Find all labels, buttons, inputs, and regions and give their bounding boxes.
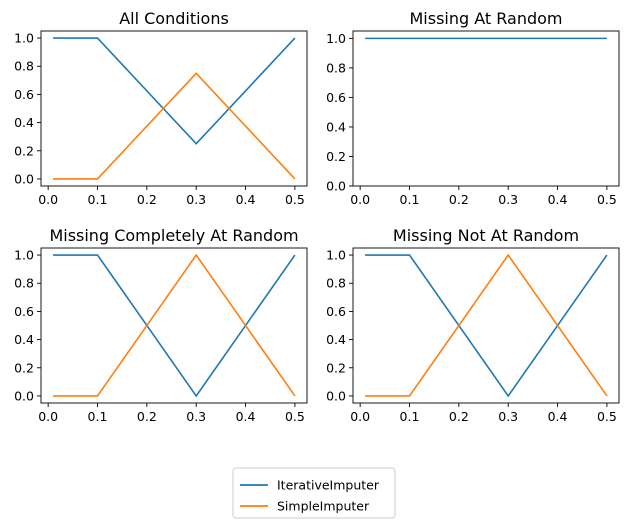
y-tick-label: 0.6 [14, 87, 34, 102]
y-tick-label: 0.8 [326, 276, 346, 291]
series-line-simpleimputer [53, 72, 296, 180]
legend-frame [232, 467, 396, 519]
y-tick-label: 0.6 [326, 90, 346, 105]
x-tick-label: 0.5 [597, 409, 617, 424]
series-group [53, 37, 296, 180]
x-tick-label: 0.2 [449, 192, 469, 207]
x-tick-label: 0.1 [400, 409, 420, 424]
x-tick-label: 0.4 [548, 192, 568, 207]
subplot-title: Missing At Random [409, 9, 562, 28]
x-tick-label: 0.0 [350, 409, 370, 424]
y-tick-label: 0.4 [14, 115, 34, 130]
y-tick-label: 0.4 [326, 332, 346, 347]
x-tick-label: 0.5 [597, 192, 617, 207]
x-tick-label: 0.3 [498, 409, 518, 424]
x-tick-label: 0.3 [186, 409, 206, 424]
subplot-all-conditions: All Conditions 0.0 0.1 0.2 0.3 0.4 0.5 0.0 0.2 0.… [14, 9, 308, 207]
y-tick-label: 0.2 [14, 360, 34, 375]
x-tick-label: 0.4 [236, 192, 256, 207]
series-line-simpleimputer [53, 253, 296, 397]
y-tick-label: 1.0 [14, 248, 34, 263]
y-tick-label: 0.2 [14, 143, 34, 158]
x-tick-label: 0.0 [38, 192, 58, 207]
axes-frame [352, 30, 620, 187]
subplot-title: All Conditions [119, 9, 229, 28]
legend-label-simpleimputer: SimpleImputer [277, 499, 370, 514]
subplot-title: Missing Completely At Random [49, 226, 298, 245]
y-tick-label: 0.0 [326, 179, 346, 194]
y-tick-label: 0.4 [14, 332, 34, 347]
y-tick-label: 0.0 [14, 388, 34, 403]
x-tick-label: 0.0 [38, 409, 58, 424]
axes-frame [40, 247, 308, 404]
y-tick-label: 0.6 [14, 304, 34, 319]
x-tick-label: 0.5 [285, 409, 305, 424]
y-tick-label: 0.8 [326, 60, 346, 75]
series-line-iterativeimputer [53, 37, 296, 145]
x-tick-label: 0.1 [400, 192, 420, 207]
y-tick-label: 0.2 [326, 149, 346, 164]
legend-label-iterativeimputer: IterativeImputer [277, 478, 380, 493]
x-tick-label: 0.3 [186, 192, 206, 207]
series-group [365, 253, 608, 398]
subplot-title: Missing Not At Random [393, 226, 579, 245]
x-tick-label: 0.3 [498, 192, 518, 207]
y-tick-label: 1.0 [14, 31, 34, 46]
y-tick-label: 0.4 [326, 119, 346, 134]
series-group [53, 253, 296, 398]
y-tick-label: 1.0 [326, 31, 346, 46]
subplot-missing-completely-at-random: Missing Completely At Random 0.0 0.1 0.2 0.3… [14, 226, 308, 424]
x-tick-label: 0.4 [236, 409, 256, 424]
x-tick-label: 0.5 [285, 192, 305, 207]
y-tick-label: 0.8 [14, 59, 34, 74]
x-tick-label: 0.2 [137, 192, 157, 207]
x-tick-label: 0.0 [350, 192, 370, 207]
y-tick-label: 0.8 [14, 276, 34, 291]
y-tick-label: 0.0 [326, 388, 346, 403]
x-tick-label: 0.2 [137, 409, 157, 424]
axes-frame [40, 30, 308, 187]
axes-frame [352, 247, 620, 404]
y-tick-label: 0.0 [14, 171, 34, 186]
y-tick-label: 0.2 [326, 360, 346, 375]
x-tick-label: 0.2 [449, 409, 469, 424]
subplot-missing-not-at-random: Missing Not At Random 0.0 0.1 0.2 0.3 0.4 0.5 0… [326, 226, 620, 424]
y-tick-label: 1.0 [326, 248, 346, 263]
y-tick-label: 0.6 [326, 304, 346, 319]
subplot-missing-at-random: Missing At Random 0.0 0.1 0.2 0.3 0.4 0.5 0.0 0.… [326, 9, 620, 207]
legend: IterativeImputer SimpleImputer [232, 467, 396, 519]
x-tick-label: 0.1 [88, 192, 108, 207]
x-tick-label: 0.1 [88, 409, 108, 424]
series-line-simpleimputer [365, 253, 608, 397]
x-tick-label: 0.4 [548, 409, 568, 424]
subplots-group: All Conditions 0.0 0.1 0.2 0.3 0.4 0.5 0.0 0.2 0.… [14, 9, 620, 424]
